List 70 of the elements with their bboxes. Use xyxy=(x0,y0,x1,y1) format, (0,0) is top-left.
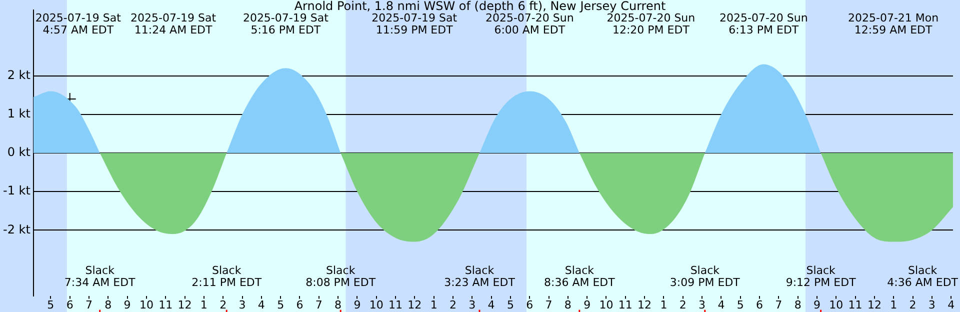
annotation: Slack 3:09 PM EDT xyxy=(670,264,740,290)
x-tick-label: 9 xyxy=(584,298,591,312)
x-tick-label: 12 xyxy=(408,298,422,312)
x-tick-label: 7 xyxy=(85,298,92,312)
annotation: Slack 8:36 AM EDT xyxy=(544,264,616,290)
annotation: Slack 7:34 AM EDT xyxy=(64,264,136,290)
annotation: Slack 8:08 PM EDT xyxy=(306,264,376,290)
x-tick-label: 5 xyxy=(47,298,54,312)
x-tick-label: 11 xyxy=(848,298,862,312)
x-tick-label: 7 xyxy=(545,298,552,312)
annotation: Slack 3:23 AM EDT xyxy=(444,264,516,290)
x-tick-label: 6 xyxy=(526,298,534,312)
x-tick-label: 4 xyxy=(488,298,495,312)
x-tick-label: 2 xyxy=(220,298,227,312)
x-tick-label: 3 xyxy=(468,298,476,312)
x-tick-label: 4 xyxy=(718,298,725,312)
x-tick-label: 11 xyxy=(618,298,632,312)
x-tick-label: 8 xyxy=(564,298,572,312)
x-tick-label: 10 xyxy=(829,298,844,312)
x-tick-label: 9 xyxy=(354,298,361,312)
x-tick-label: 5 xyxy=(736,298,744,312)
annotation: 2025-07-21 Mon 12:59 AM EDT xyxy=(848,11,939,36)
x-tick-label: 7 xyxy=(775,298,782,312)
x-tick-label: 3 xyxy=(928,298,936,312)
annotation: 2025-07-19 Sat 5:16 PM EDT xyxy=(242,11,330,36)
x-tick-label: 8 xyxy=(104,298,112,312)
x-tick-label: 6 xyxy=(66,298,74,312)
x-tick-label: 6 xyxy=(756,298,764,312)
x-tick-label: 2 xyxy=(679,298,686,312)
x-tick-label: 1 xyxy=(660,298,668,312)
x-tick-label: 10 xyxy=(139,298,154,312)
y-tick-label: -1 kt xyxy=(2,184,31,198)
annotation: 2025-07-19 Sat 11:24 AM EDT xyxy=(130,11,217,36)
x-tick-label: 10 xyxy=(599,298,614,312)
annotation: 2025-07-20 Sun 6:13 PM EDT xyxy=(719,11,808,36)
x-tick-label: 11 xyxy=(158,298,173,312)
y-tick-label: 0 kt xyxy=(7,145,31,160)
x-tick-label: 1 xyxy=(200,298,208,312)
annotation: 2025-07-20 Sun 12:20 PM EDT xyxy=(606,11,696,36)
annotation: Slack 2:11 PM EDT xyxy=(192,264,262,290)
x-tick-label: 2 xyxy=(909,298,916,312)
x-tick-label: 8 xyxy=(334,298,342,312)
x-tick-label: 2 xyxy=(449,298,456,312)
x-tick-label: 4 xyxy=(948,298,955,312)
annotation: Slack 9:12 PM EDT xyxy=(786,264,856,290)
annotation: 2025-07-20 Sun 6:00 AM EDT xyxy=(485,11,574,36)
x-tick-label: 10 xyxy=(369,298,384,312)
x-tick-label: 12 xyxy=(638,298,652,312)
x-tick-label: 8 xyxy=(794,298,802,312)
annotation: 2025-07-19 Sat 4:57 AM EDT xyxy=(35,11,122,36)
x-tick-label: 3 xyxy=(698,298,706,312)
annotation: 2025-07-19 Sat 11:59 PM EDT xyxy=(372,11,458,36)
chart-title: Arnold Point, 1.8 nmi WSW of (depth 6 ft), New Jersey Current xyxy=(294,0,666,14)
x-tick-label: 11 xyxy=(388,298,403,312)
x-tick-label: 12 xyxy=(867,298,882,312)
y-tick-label: 2 kt xyxy=(7,68,31,82)
x-tick-label: 7 xyxy=(315,298,322,312)
x-tick-label: 5 xyxy=(506,298,514,312)
x-tick-label: 3 xyxy=(238,298,246,312)
y-tick-label: 1 kt xyxy=(7,106,31,121)
x-tick-label: 1 xyxy=(430,298,438,312)
x-tick-label: 4 xyxy=(258,298,265,312)
x-tick-label: 9 xyxy=(124,298,131,312)
x-tick-label: 9 xyxy=(813,298,820,312)
x-tick-label: 5 xyxy=(277,298,284,312)
x-tick-label: 1 xyxy=(890,298,898,312)
annotation: Slack 4:36 AM EDT xyxy=(887,264,958,290)
x-tick-label: 12 xyxy=(178,298,192,312)
y-tick-label: -2 kt xyxy=(2,222,31,236)
x-tick-label: 6 xyxy=(296,298,304,312)
